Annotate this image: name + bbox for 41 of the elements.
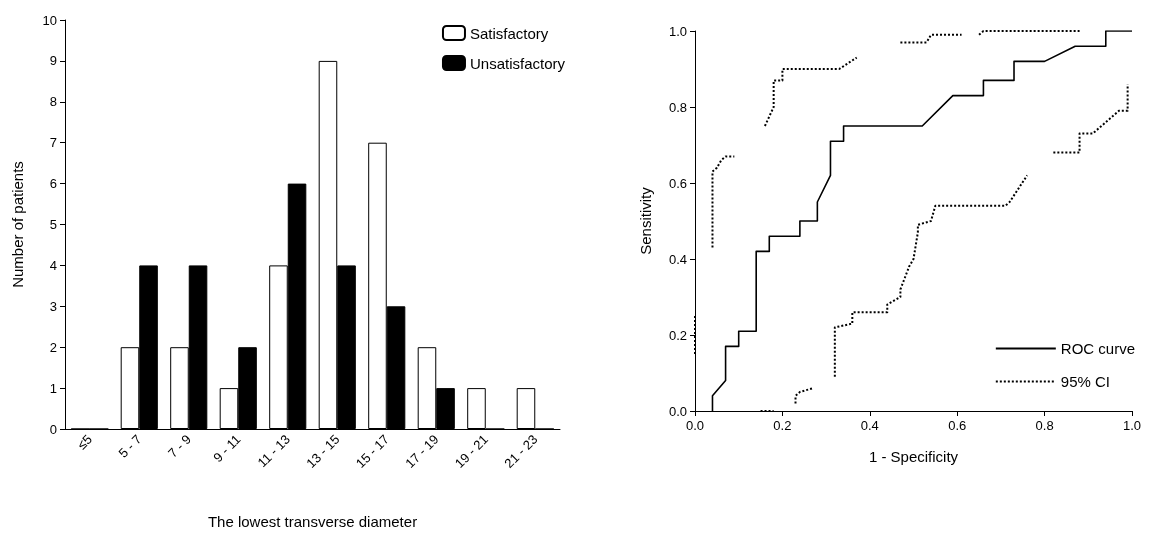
y-tick-label: 1.0 <box>668 23 687 39</box>
legend-label: ROC curve <box>1060 340 1136 357</box>
y-tick-label: 4 <box>49 257 57 273</box>
y-tick-label: 10 <box>42 12 57 28</box>
y-tick-label: 3 <box>49 298 57 314</box>
x-tick-label: ≤5 <box>74 431 96 453</box>
y-tick-label: 2 <box>49 339 57 355</box>
y-tick-label: 0.6 <box>668 175 687 191</box>
x-tick-label: 11 - 13 <box>254 431 294 471</box>
x-tick-label: 19 - 21 <box>451 431 492 471</box>
x-tick-label: 0.2 <box>773 418 792 433</box>
y-tick-label: 6 <box>49 176 57 192</box>
x-tick-label: 7 - 9 <box>165 431 195 461</box>
x-axis-title: 1 - Specificity <box>868 448 959 465</box>
x-tick-label: 0.6 <box>948 418 967 433</box>
x-tick-label: 15 - 17 <box>352 431 393 471</box>
x-tick-label: 0.4 <box>860 418 879 433</box>
y-tick-label: 0.8 <box>668 99 687 115</box>
x-tick-label: 1.0 <box>1122 418 1142 433</box>
x-axis-title: The lowest transverse diameter <box>207 513 418 530</box>
legend-label: Satisfactory <box>469 24 549 42</box>
y-axis-title: Number of patients <box>9 161 26 288</box>
y-tick-label: 9 <box>49 53 57 69</box>
y-tick-label: 7 <box>49 135 57 151</box>
x-tick-label: 21 - 23 <box>501 431 541 471</box>
y-tick-label: 5 <box>49 217 57 232</box>
legend-label: 95% CI <box>1060 373 1111 390</box>
x-tick-label: 9 - 11 <box>210 431 244 466</box>
y-tick-label: 1 <box>49 380 57 396</box>
x-tick-label: 0.8 <box>1035 418 1054 433</box>
legend-label: Unsatisfactory <box>469 54 566 72</box>
x-tick-label: 5 - 7 <box>115 431 145 461</box>
x-tick-label: 17 - 19 <box>402 431 442 471</box>
y-tick-label: 8 <box>49 94 57 110</box>
y-tick-label: 0.2 <box>668 327 687 343</box>
y-tick-label: 0 <box>49 421 57 437</box>
x-tick-label: 0.0 <box>685 418 705 433</box>
y-tick-label: 0.0 <box>668 403 687 419</box>
x-tick-label: 13 - 15 <box>303 431 343 471</box>
y-axis-title: Sensitivity <box>637 186 654 255</box>
y-tick-label: 0.4 <box>668 251 687 267</box>
